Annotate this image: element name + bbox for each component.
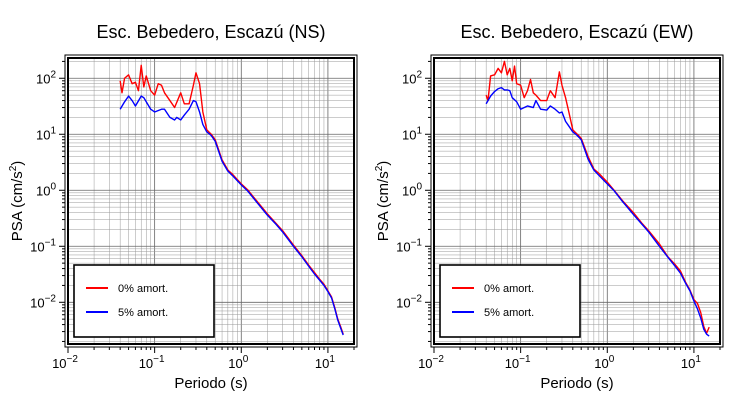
axis-ticks <box>59 60 355 353</box>
x-tick-label: 100 <box>228 354 248 371</box>
y-tick-label: 10−1 <box>30 237 56 254</box>
y-tick-label: 10−2 <box>30 293 56 310</box>
y-tick-label: 102 <box>402 69 422 86</box>
plot-frame-outer <box>64 54 358 348</box>
x-tick-label: 100 <box>594 354 614 371</box>
x-axis-label: Periodo (s) <box>174 375 247 392</box>
x-tick-label: 101 <box>315 354 335 371</box>
series-line-1 <box>485 60 710 334</box>
x-tick-label: 10−1 <box>505 354 531 371</box>
chart-panel-2: 10−2 10−1 100 101 10−2 10−1 100 101 102 Esc. Bebe… <box>374 22 724 392</box>
legend: 0% amort. 5% amort. <box>439 264 581 338</box>
legend-box <box>439 264 581 338</box>
x-tick-label: 101 <box>681 354 701 371</box>
y-tick-label: 10−2 <box>396 293 422 310</box>
legend-label-1: 0% amort. <box>484 283 534 295</box>
legend: 0% amort. 5% amort. <box>73 264 215 338</box>
legend-label-2: 5% amort. <box>118 307 168 319</box>
plot-frame-outer <box>430 54 724 348</box>
plot-frame <box>433 57 721 345</box>
axis-ticks <box>425 60 721 353</box>
chart-title: Esc. Bebedero, Escazú (NS) <box>96 22 325 42</box>
x-tick-label: 10−2 <box>418 354 444 371</box>
chart-title: Esc. Bebedero, Escazú (EW) <box>460 22 693 42</box>
series-line-1 <box>119 64 344 335</box>
y-tick-label: 10−1 <box>396 237 422 254</box>
y-axis-label: PSA (cm/s2) <box>8 161 26 242</box>
legend-box <box>73 264 215 338</box>
legend-label-1: 0% amort. <box>118 283 168 295</box>
x-tick-label: 10−1 <box>139 354 165 371</box>
y-tick-label: 101 <box>36 125 56 142</box>
plot-frame <box>67 57 355 345</box>
legend-label-2: 5% amort. <box>484 307 534 319</box>
chart-panel-1: 10−2 10−1 100 101 10−2 10−1 100 101 102 Esc. Bebe… <box>8 22 358 392</box>
series-line-2 <box>485 86 710 337</box>
y-axis-label: PSA (cm/s2) <box>374 161 392 242</box>
y-tick-label: 101 <box>402 125 422 142</box>
y-tick-label: 102 <box>36 69 56 86</box>
y-tick-label: 100 <box>36 181 56 198</box>
series-line-2 <box>119 95 344 336</box>
x-axis-label: Periodo (s) <box>540 375 613 392</box>
x-tick-label: 10−2 <box>52 354 78 371</box>
y-tick-label: 100 <box>402 181 422 198</box>
